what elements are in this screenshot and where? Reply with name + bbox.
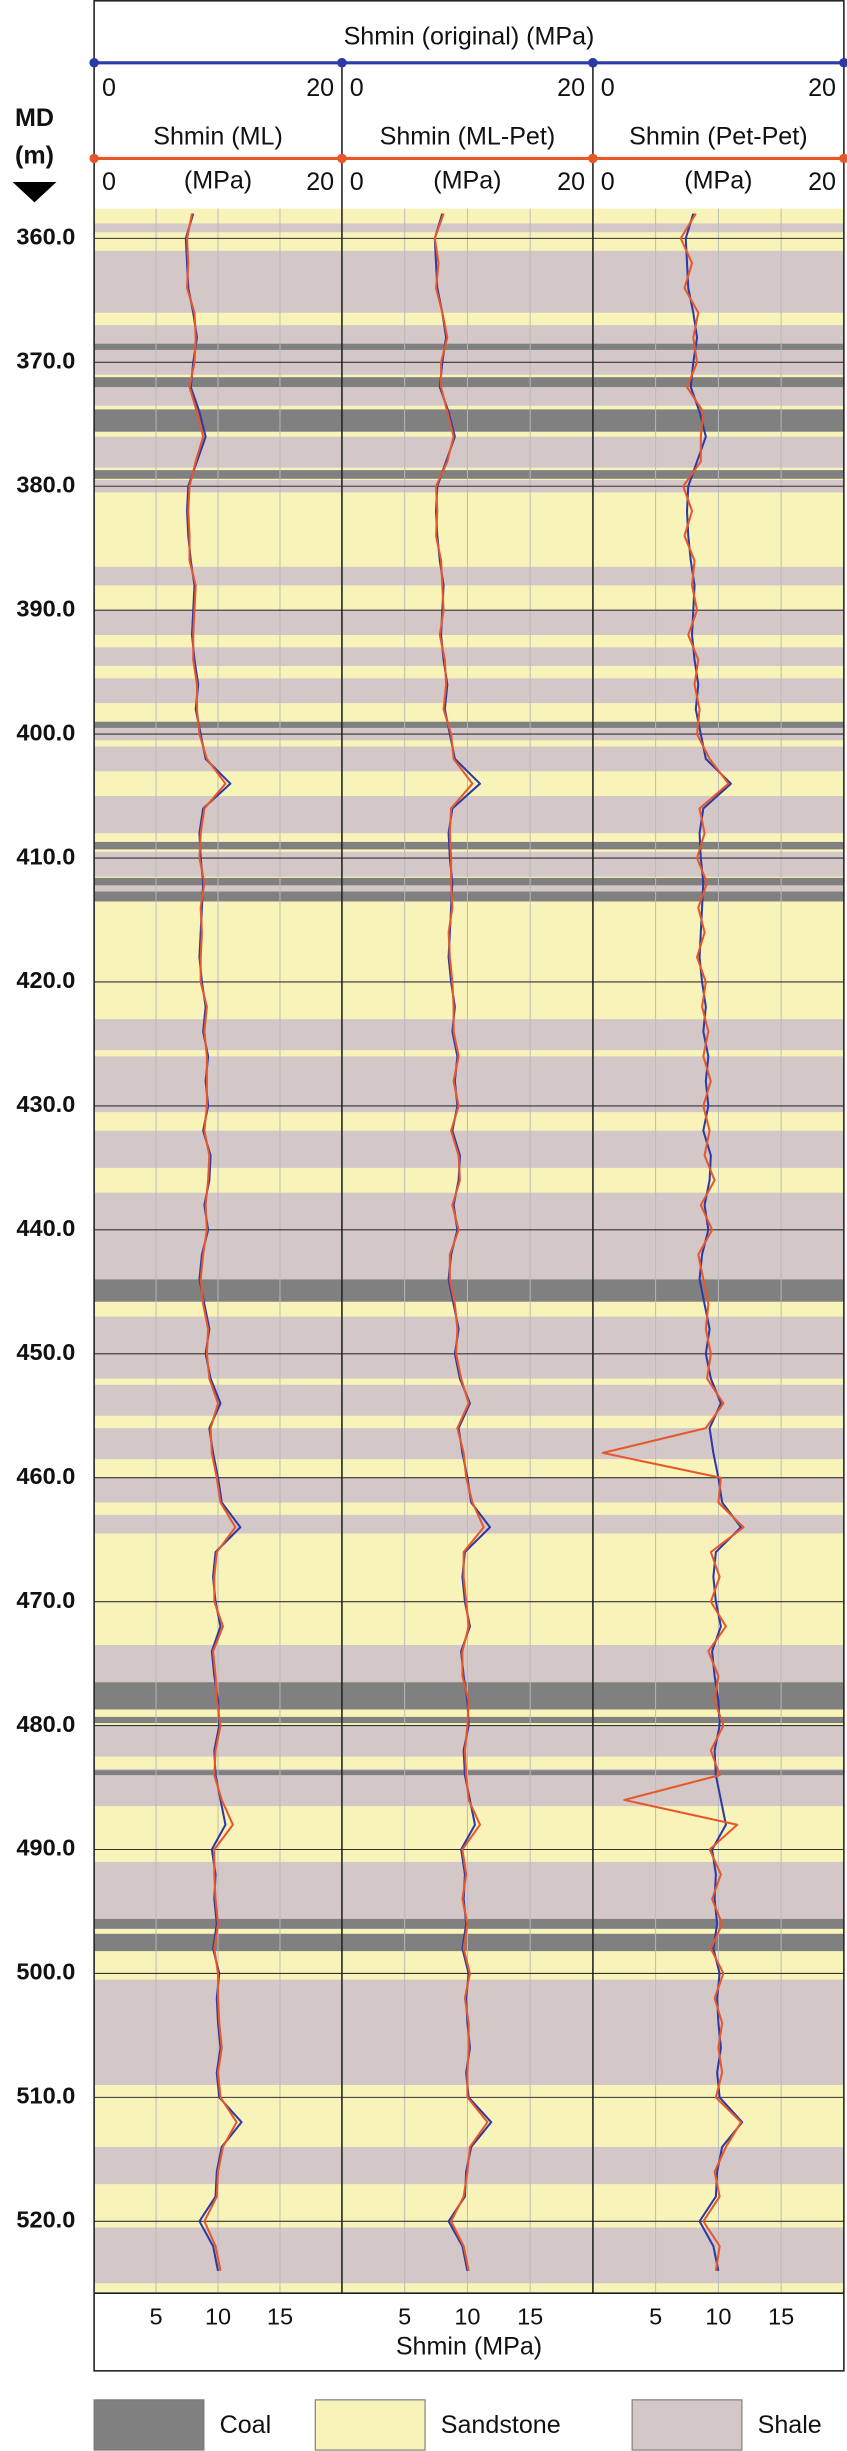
top-tick-label: 0 — [601, 74, 615, 102]
curve-layer — [184, 213, 745, 2272]
top-tick-label: 0 — [350, 74, 364, 102]
y-tick-label: 520.0 — [16, 2207, 75, 2233]
frame-layer: Shmin (original) (MPa) MD (m) Shmin (MPa… — [12, 0, 847, 2372]
y-axis-unit: (m) — [15, 141, 54, 169]
top-axis-title: Shmin (original) (MPa) — [344, 22, 595, 50]
track-tick-label: 20 — [557, 168, 585, 196]
frame — [93, 0, 845, 2372]
top-tick-label: 20 — [557, 74, 585, 102]
top-axis-tick — [89, 58, 99, 68]
track-unit: (MPa) — [184, 167, 252, 195]
y-tick-label: 500.0 — [16, 1959, 75, 1985]
legend-swatch — [314, 2399, 426, 2451]
x-tick-label: 5 — [398, 2304, 411, 2330]
y-tick-label: 460.0 — [16, 1463, 75, 1489]
y-tick-label: 440.0 — [16, 1215, 75, 1241]
y-tick-label: 420.0 — [16, 967, 75, 993]
x-tick-label: 10 — [205, 2304, 231, 2330]
x-tick-label: 10 — [454, 2304, 480, 2330]
track-title: Shmin (ML-Pet) — [380, 123, 556, 151]
track-tick-label: 20 — [306, 168, 334, 196]
track-axis-tick — [89, 153, 99, 164]
predicted-curve — [433, 213, 489, 2272]
track-tick-label: 0 — [350, 168, 364, 196]
track-axis-tick — [588, 153, 598, 164]
legend-label: Sandstone — [441, 2411, 561, 2439]
top-tick-label: 20 — [306, 74, 334, 102]
x-tick-label: 5 — [649, 2304, 662, 2330]
x-axis-label: Shmin (MPa) — [396, 2333, 542, 2361]
y-tick-label: 470.0 — [16, 1587, 75, 1613]
y-tick-label: 370.0 — [16, 348, 75, 374]
top-axis-tick — [839, 58, 847, 68]
y-tick-label: 410.0 — [16, 843, 75, 869]
legend-label: Shale — [758, 2411, 822, 2439]
y-tick-label: 480.0 — [16, 1711, 75, 1737]
x-tick-label: 15 — [517, 2304, 543, 2330]
predicted-curve — [601, 213, 745, 2272]
top-tick-label: 0 — [102, 74, 116, 102]
top-tick-label: 20 — [808, 74, 836, 102]
y-tick-label: 450.0 — [16, 1339, 75, 1365]
track-tick-label: 0 — [102, 168, 116, 196]
track-unit: (MPa) — [684, 167, 752, 195]
track-title: Shmin (Pet-Pet) — [629, 123, 807, 151]
y-tick-label: 400.0 — [16, 719, 75, 745]
track-tick-label: 0 — [601, 168, 615, 196]
y-tick-label: 390.0 — [16, 595, 75, 621]
y-tick-label: 360.0 — [16, 224, 75, 250]
legend-swatch — [93, 2399, 205, 2451]
depth-arrow — [12, 181, 57, 203]
y-tick-label: 380.0 — [16, 471, 75, 497]
x-tick-label: 5 — [150, 2304, 163, 2330]
legend-swatch — [631, 2399, 743, 2451]
y-tick-label: 430.0 — [16, 1091, 75, 1117]
track-unit: (MPa) — [433, 167, 501, 195]
track-axis-tick — [337, 153, 347, 164]
legend-label: Coal — [220, 2411, 272, 2439]
track-tick-label: 20 — [808, 168, 836, 196]
y-axis-label: MD — [15, 104, 54, 132]
predicted-curve — [186, 213, 238, 2272]
legend: Coal Sandstone Shale — [93, 2399, 822, 2451]
x-tick-label: 10 — [705, 2304, 731, 2330]
top-axis-tick — [337, 58, 347, 68]
x-tick-label: 15 — [267, 2304, 293, 2330]
y-tick-label: 510.0 — [16, 2083, 75, 2109]
track-axis-tick — [839, 153, 847, 164]
y-tick-label: 490.0 — [16, 1835, 75, 1861]
x-tick-label: 15 — [768, 2304, 794, 2330]
track-title: Shmin (ML) — [153, 123, 283, 151]
top-axis-tick — [588, 58, 598, 68]
